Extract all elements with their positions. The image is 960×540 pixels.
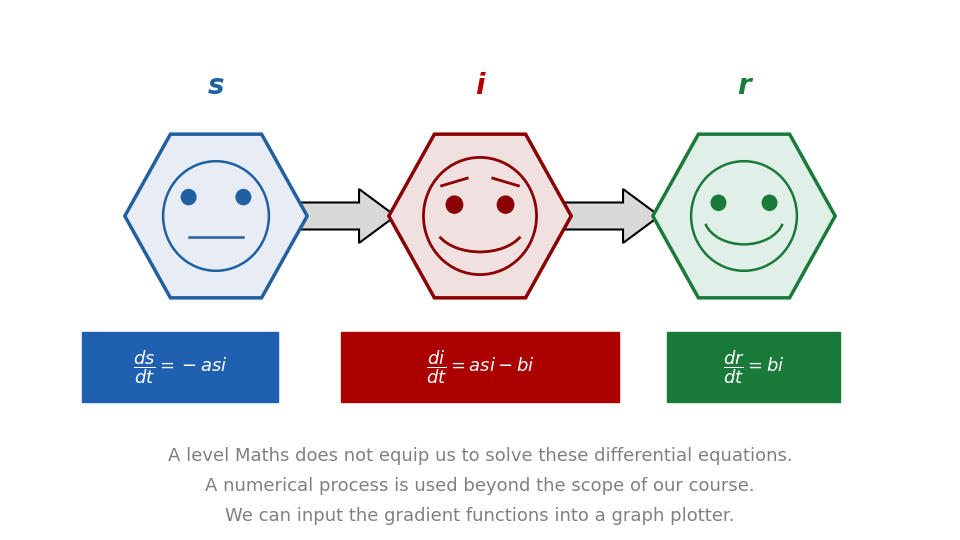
Text: s: s: [207, 72, 225, 100]
FancyBboxPatch shape: [82, 332, 278, 402]
Text: i: i: [475, 72, 485, 100]
FancyBboxPatch shape: [341, 332, 619, 402]
Polygon shape: [564, 189, 660, 243]
Ellipse shape: [711, 195, 726, 211]
Ellipse shape: [497, 196, 514, 213]
Text: A level Maths does not equip us to solve these differential equations.: A level Maths does not equip us to solve…: [168, 447, 792, 465]
Text: $\dfrac{dr}{dt} = bi$: $\dfrac{dr}{dt} = bi$: [723, 348, 784, 386]
FancyBboxPatch shape: [667, 332, 840, 402]
Text: $\dfrac{ds}{dt} = -asi$: $\dfrac{ds}{dt} = -asi$: [132, 348, 228, 386]
Ellipse shape: [236, 190, 251, 205]
Ellipse shape: [446, 196, 463, 213]
Text: We can input the gradient functions into a graph plotter.: We can input the gradient functions into…: [226, 507, 734, 525]
Ellipse shape: [762, 195, 777, 211]
Polygon shape: [389, 134, 571, 298]
Text: A numerical process is used beyond the scope of our course.: A numerical process is used beyond the s…: [205, 477, 755, 495]
Text: $\dfrac{di}{dt} = asi - bi$: $\dfrac{di}{dt} = asi - bi$: [425, 348, 535, 386]
Ellipse shape: [181, 190, 196, 205]
Text: r: r: [737, 72, 751, 100]
Polygon shape: [653, 134, 835, 298]
Polygon shape: [125, 134, 307, 298]
Polygon shape: [300, 189, 396, 243]
